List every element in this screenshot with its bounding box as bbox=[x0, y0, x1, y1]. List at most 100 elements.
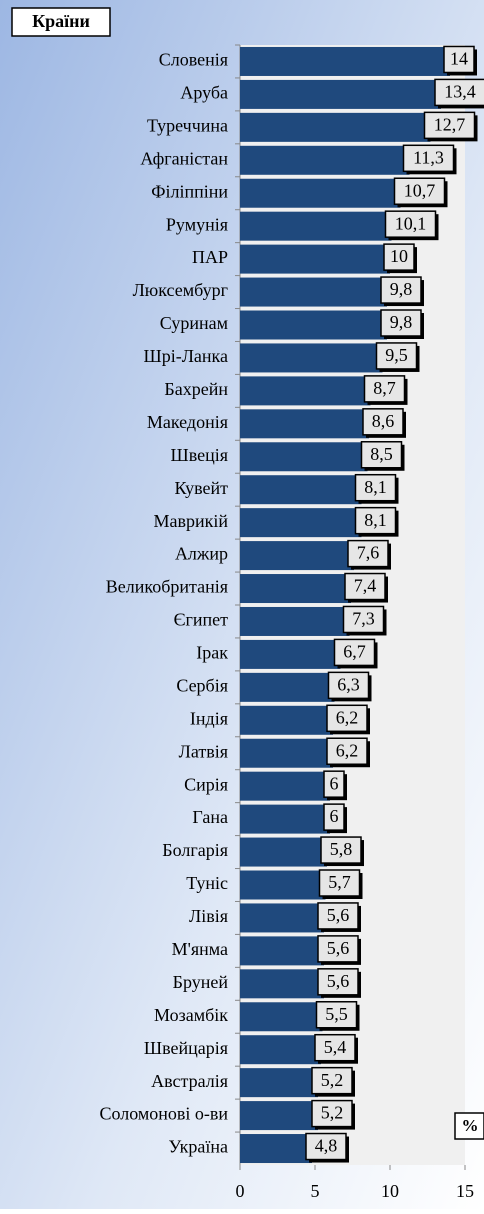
label-box bbox=[318, 869, 361, 897]
label-box bbox=[326, 704, 368, 733]
data-label: 7,6 bbox=[357, 543, 380, 563]
label-box bbox=[347, 539, 389, 568]
y-tick-label: Словенія bbox=[159, 50, 228, 70]
data-label: 7,3 bbox=[352, 609, 375, 629]
label-box bbox=[383, 243, 415, 271]
label-box bbox=[363, 375, 406, 403]
bar bbox=[240, 837, 327, 867]
x-tick-label: 15 bbox=[456, 1181, 474, 1201]
label-box bbox=[315, 1001, 358, 1029]
label-box bbox=[326, 737, 368, 765]
bar bbox=[240, 1002, 323, 1032]
data-label: 10,1 bbox=[395, 213, 427, 233]
data-label: 6 bbox=[330, 806, 339, 826]
label-box bbox=[323, 770, 345, 798]
y-tick-label: Швеція bbox=[171, 445, 228, 465]
data-label: 12,7 bbox=[434, 114, 466, 134]
bar bbox=[240, 639, 341, 669]
label-box bbox=[333, 638, 376, 667]
bar bbox=[240, 46, 450, 76]
y-tick-label: Сирія bbox=[184, 774, 228, 794]
y-tick-label: Великобританія bbox=[106, 577, 228, 597]
bar bbox=[240, 508, 362, 538]
bar bbox=[240, 903, 324, 933]
label-box bbox=[317, 968, 359, 996]
data-label: 5,7 bbox=[328, 872, 351, 892]
data-label: 8,7 bbox=[373, 378, 396, 398]
x-tick-label: 0 bbox=[236, 1181, 245, 1201]
y-tick-label: Люксембург bbox=[133, 280, 228, 300]
chart-title: Країни bbox=[32, 11, 90, 31]
y-tick-label: Аруба bbox=[180, 83, 228, 103]
x-tick-label: 10 bbox=[381, 1181, 399, 1201]
y-tick-label: Мозамбік bbox=[154, 1005, 228, 1025]
bar bbox=[240, 343, 383, 373]
bar bbox=[240, 211, 392, 241]
data-label: 5,4 bbox=[324, 1037, 347, 1057]
label-box bbox=[393, 177, 446, 205]
y-tick-label: Лівія bbox=[189, 906, 228, 926]
data-label: 5,2 bbox=[321, 1103, 344, 1123]
data-label: 9,8 bbox=[390, 279, 413, 299]
data-label: 11,3 bbox=[413, 147, 444, 167]
bar bbox=[240, 969, 324, 999]
label-box bbox=[443, 45, 475, 74]
bar bbox=[240, 145, 410, 175]
bar bbox=[240, 178, 401, 208]
label-box bbox=[314, 1033, 356, 1062]
data-label: 8,5 bbox=[370, 444, 393, 464]
data-label: 5,2 bbox=[321, 1070, 344, 1090]
data-label: 5,6 bbox=[327, 905, 350, 925]
y-tick-label: Македонія bbox=[147, 412, 228, 432]
bar bbox=[240, 112, 431, 142]
bar bbox=[240, 705, 333, 735]
y-tick-label: Бруней bbox=[173, 972, 229, 992]
y-tick-label: Швейцарія bbox=[144, 1038, 228, 1058]
y-tick-label: ПАР bbox=[192, 247, 228, 267]
bar bbox=[240, 574, 351, 604]
data-label: 5,6 bbox=[327, 938, 350, 958]
bar bbox=[240, 1068, 318, 1098]
data-label: 8,6 bbox=[372, 411, 395, 431]
bar bbox=[240, 277, 387, 307]
label-box bbox=[434, 78, 484, 107]
y-tick-label: Австралія bbox=[151, 1071, 228, 1091]
y-tick-label: Афганістан bbox=[140, 148, 228, 168]
x-axis-label: % bbox=[462, 1116, 479, 1135]
bar bbox=[240, 79, 441, 109]
bar bbox=[240, 1101, 318, 1131]
bar bbox=[240, 376, 371, 406]
y-tick-label: Бахрейн bbox=[164, 379, 228, 399]
y-tick-label: Суринам bbox=[160, 313, 228, 333]
bar bbox=[240, 606, 350, 636]
label-box bbox=[323, 803, 345, 831]
bar bbox=[240, 475, 362, 505]
bar bbox=[240, 870, 326, 900]
label-box bbox=[423, 111, 476, 140]
label-box bbox=[327, 671, 370, 700]
bar bbox=[240, 936, 324, 966]
bar bbox=[240, 738, 333, 768]
y-tick-label: Румунія bbox=[166, 214, 228, 234]
data-label: 5,8 bbox=[330, 839, 353, 859]
bar bbox=[240, 541, 354, 571]
data-label: 5,6 bbox=[327, 971, 350, 991]
y-tick-label: Шрі-Ланка bbox=[144, 346, 228, 366]
label-box bbox=[317, 902, 359, 930]
y-tick-label: Туреччина bbox=[147, 115, 228, 135]
y-tick-label: Індія bbox=[190, 708, 228, 728]
bar bbox=[240, 672, 335, 702]
data-label: 14 bbox=[450, 49, 468, 69]
label-box bbox=[380, 276, 422, 304]
data-label: 10,7 bbox=[404, 180, 436, 200]
y-tick-label: Кувейт bbox=[174, 478, 228, 498]
label-box bbox=[354, 473, 397, 502]
y-tick-label: Соломонові о-ви bbox=[99, 1104, 228, 1124]
bar bbox=[240, 409, 369, 439]
data-label: 6,7 bbox=[343, 642, 366, 662]
label-box bbox=[311, 1099, 353, 1128]
label-box bbox=[360, 441, 403, 469]
data-label: 8,1 bbox=[364, 477, 387, 497]
title-box bbox=[11, 7, 111, 37]
